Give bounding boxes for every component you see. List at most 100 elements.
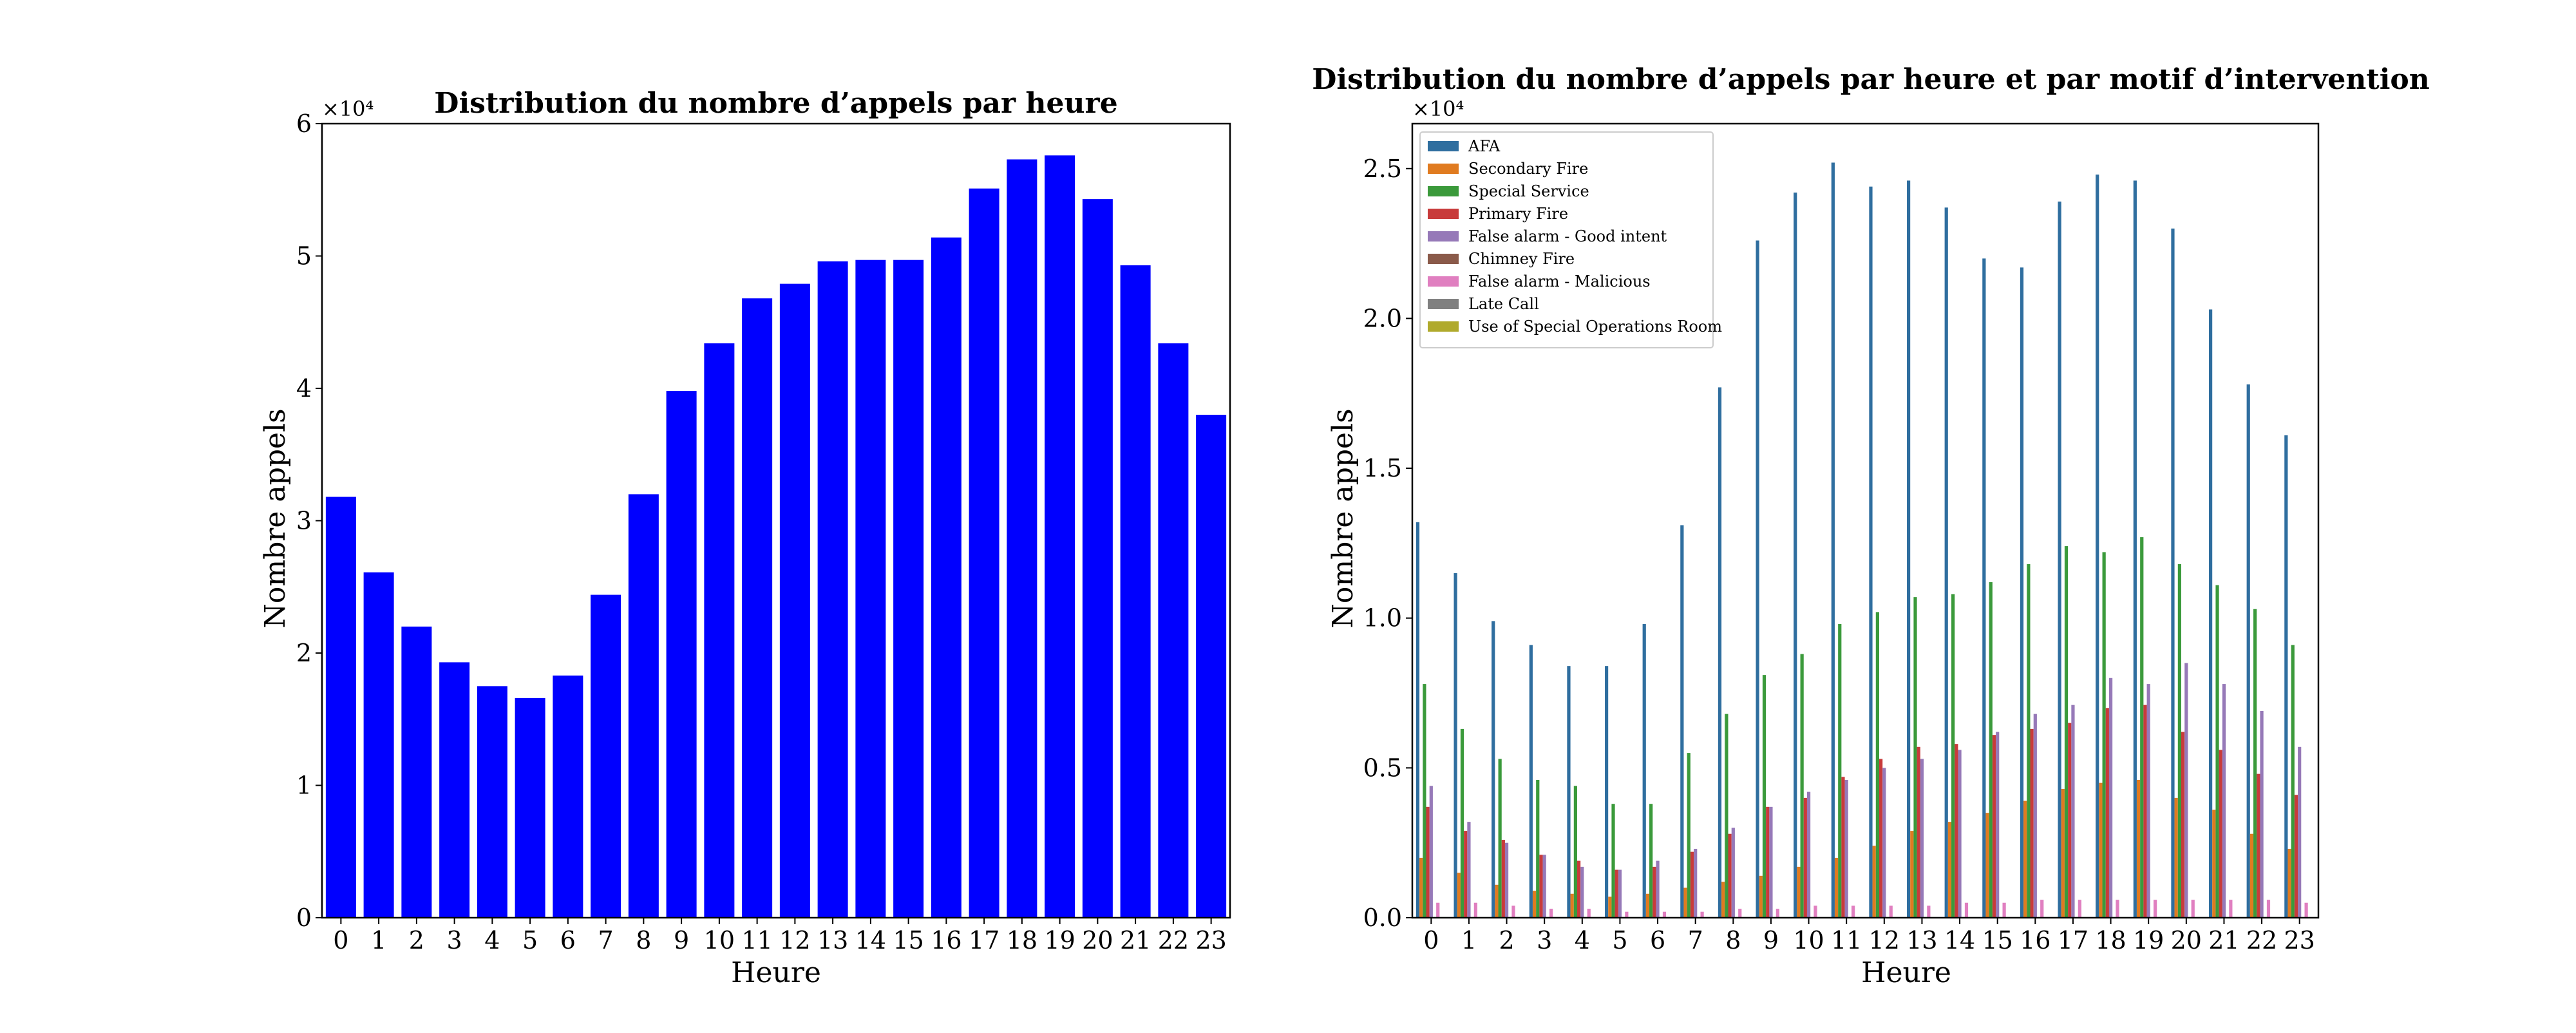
y-tick-label: 0.5 [1363, 753, 1402, 782]
bar-special-service-hour-22 [2253, 609, 2257, 918]
bar-special-service-hour-6 [1649, 804, 1653, 918]
x-tick-label: 18 [2095, 926, 2126, 954]
legend-swatch [1428, 186, 1459, 196]
bar-false-alarm-malicious-hour-15 [2002, 902, 2006, 918]
bar-special-service-hour-5 [1611, 804, 1615, 918]
bar-false-alarm-good-intent-hour-11 [1844, 779, 1848, 918]
bar-primary-fire-hour-12 [1879, 759, 1883, 918]
bar-afa-hour-15 [1982, 258, 1986, 918]
x-tick-label: 3 [1537, 926, 1552, 954]
bar-special-service-hour-23 [2291, 645, 2295, 918]
chart2-x-ticks: 0 1 2 3 4 5 6 7 8 9 10 11 12 13 14 15 16 17 18 19 20 21 22 23 [1423, 918, 2315, 954]
x-tick-label: 12 [1869, 926, 1900, 954]
bar-secondary-fire-hour-1 [1457, 873, 1461, 918]
bar-secondary-fire-hour-7 [1683, 887, 1687, 918]
bar-false-alarm-malicious-hour-7 [1700, 911, 1704, 918]
bar-hour-22 [1158, 343, 1189, 918]
bar-secondary-fire-hour-5 [1608, 896, 1612, 918]
chart-hourly-calls: Distribution du nombre d’appels par heur… [259, 87, 1231, 989]
bar-primary-fire-hour-15 [1992, 735, 1996, 918]
bar-false-alarm-good-intent-hour-5 [1618, 869, 1622, 918]
legend-swatch [1428, 276, 1459, 287]
bar-primary-fire-hour-21 [2219, 750, 2222, 918]
x-tick-label: 0 [333, 926, 348, 954]
y-tick-label: 2 [296, 639, 312, 667]
bar-special-service-hour-12 [1875, 612, 1879, 918]
bar-afa-hour-3 [1529, 645, 1533, 918]
bar-false-alarm-good-intent-hour-6 [1656, 860, 1660, 918]
x-tick-label: 5 [522, 926, 538, 954]
bar-primary-fire-hour-2 [1501, 840, 1505, 918]
bar-primary-fire-hour-17 [2068, 723, 2072, 918]
bar-special-service-hour-13 [1913, 597, 1917, 918]
x-tick-label: 14 [855, 926, 886, 954]
bar-hour-8 [628, 494, 659, 918]
x-tick-label: 2 [409, 926, 424, 954]
bar-primary-fire-hour-6 [1653, 866, 1656, 918]
bar-afa-hour-2 [1492, 621, 1495, 918]
bar-hour-19 [1045, 155, 1075, 918]
bar-hour-13 [817, 261, 848, 918]
bar-hour-20 [1082, 199, 1113, 918]
bar-special-service-hour-9 [1762, 675, 1766, 918]
bar-false-alarm-good-intent-hour-9 [1769, 806, 1773, 918]
y-tick-label: 0 [296, 904, 312, 932]
x-tick-label: 4 [1575, 926, 1590, 954]
bar-special-service-hour-20 [2177, 564, 2181, 918]
bar-secondary-fire-hour-15 [1985, 813, 1989, 918]
x-tick-label: 14 [1944, 926, 1975, 954]
bar-primary-fire-hour-1 [1464, 831, 1468, 918]
bar-primary-fire-hour-7 [1690, 851, 1694, 918]
x-tick-label: 10 [704, 926, 735, 954]
bar-false-alarm-malicious-hour-2 [1511, 905, 1515, 918]
x-tick-label: 6 [560, 926, 576, 954]
chart2-xlabel: Heure [1861, 956, 1951, 989]
bar-special-service-hour-18 [2102, 552, 2106, 918]
x-tick-label: 10 [1793, 926, 1824, 954]
bar-afa-hour-7 [1680, 525, 1684, 918]
bar-false-alarm-malicious-hour-9 [1776, 909, 1779, 918]
bar-secondary-fire-hour-10 [1797, 866, 1801, 918]
bar-primary-fire-hour-19 [2143, 705, 2147, 918]
bar-afa-hour-14 [1944, 207, 1948, 918]
x-tick-label: 11 [741, 926, 772, 954]
y-tick-label: 1.0 [1363, 604, 1402, 632]
bar-false-alarm-good-intent-hour-4 [1580, 866, 1584, 918]
bar-hour-18 [1007, 159, 1037, 918]
x-tick-label: 9 [1763, 926, 1779, 954]
bar-secondary-fire-hour-12 [1872, 846, 1876, 918]
bar-afa-hour-20 [2171, 228, 2175, 918]
bar-false-alarm-good-intent-hour-8 [1731, 828, 1735, 918]
bar-afa-hour-5 [1604, 666, 1609, 918]
x-tick-label: 18 [1007, 926, 1037, 954]
bar-primary-fire-hour-14 [1955, 744, 1958, 918]
bar-false-alarm-malicious-hour-18 [2116, 900, 2119, 918]
x-tick-label: 7 [598, 926, 614, 954]
x-tick-label: 22 [1158, 926, 1189, 954]
legend-swatch [1428, 321, 1459, 332]
bar-primary-fire-hour-3 [1539, 855, 1543, 918]
bar-afa-hour-21 [2208, 309, 2213, 918]
bar-secondary-fire-hour-18 [2099, 782, 2103, 918]
bar-false-alarm-malicious-hour-0 [1436, 902, 1440, 918]
bar-afa-hour-16 [2020, 267, 2024, 918]
bar-special-service-hour-4 [1573, 786, 1577, 918]
chart1-x-ticks: 0 1 2 3 4 5 6 7 8 9 10 11 12 13 14 15 16 17 18 19 20 21 22 23 [333, 918, 1227, 954]
bar-hour-12 [779, 283, 810, 918]
x-tick-label: 21 [2208, 926, 2239, 954]
bar-false-alarm-malicious-hour-17 [2078, 900, 2081, 918]
chart2-bars [1416, 162, 2308, 918]
x-tick-label: 19 [2133, 926, 2164, 954]
bar-afa-hour-0 [1416, 522, 1420, 918]
bar-false-alarm-good-intent-hour-2 [1504, 842, 1509, 918]
bar-secondary-fire-hour-14 [1947, 822, 1952, 918]
bar-hour-23 [1196, 415, 1227, 918]
x-tick-label: 8 [636, 926, 651, 954]
bar-false-alarm-good-intent-hour-3 [1542, 855, 1546, 918]
bar-primary-fire-hour-18 [2105, 708, 2109, 918]
chart2-title: Distribution du nombre d’appels par heur… [1312, 63, 2430, 96]
bar-primary-fire-hour-22 [2257, 773, 2260, 918]
y-tick-label: 2.5 [1363, 155, 1402, 183]
bar-afa-hour-4 [1567, 666, 1571, 918]
chart1-bars [325, 155, 1227, 918]
